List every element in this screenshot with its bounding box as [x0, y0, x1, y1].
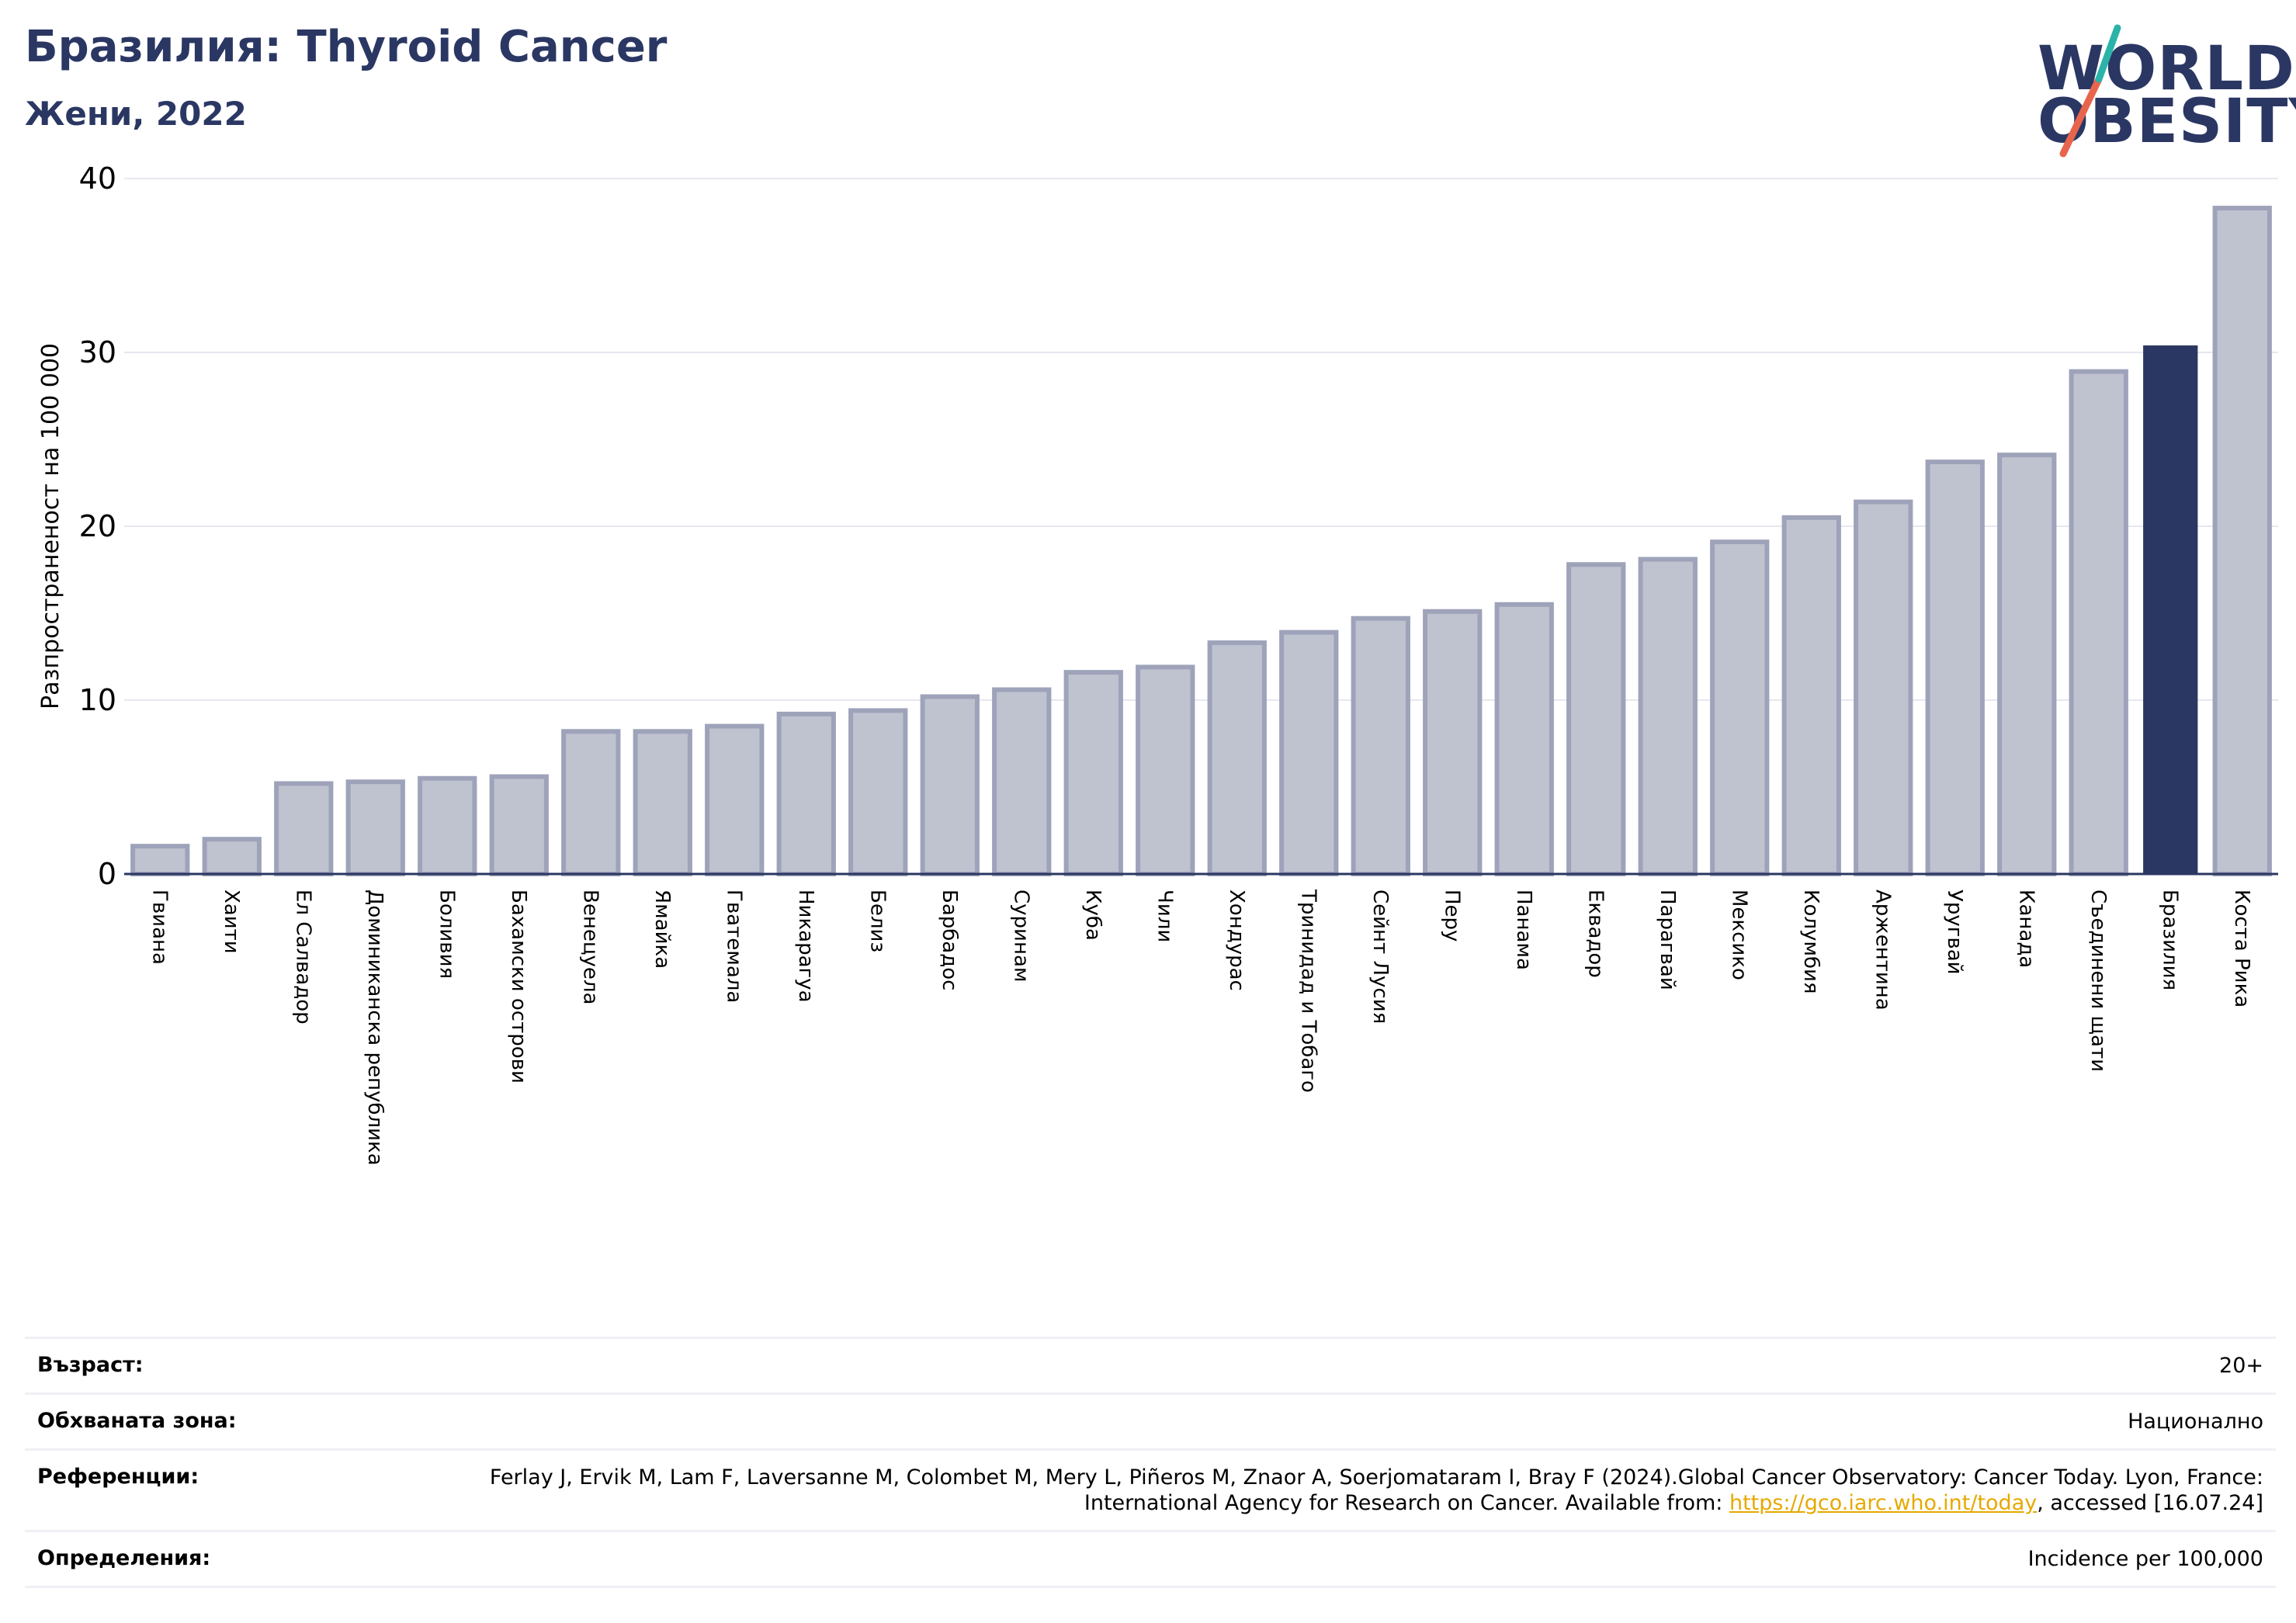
x-tick-label: Хондурас [1225, 890, 1248, 991]
bar [130, 844, 190, 877]
x-tick-label: Еквадор [1583, 890, 1607, 978]
info-label-references: Референции: [37, 1465, 199, 1489]
bar [418, 775, 477, 876]
info-value-definitions: Incidence per 100,000 [2027, 1547, 2263, 1571]
x-tick-label: Боливия [435, 890, 458, 979]
bar [561, 729, 621, 876]
bar [1423, 609, 1483, 876]
info-row-area: Обхваната зона: Национално [25, 1392, 2276, 1448]
x-tick-label: Сейнт Лусия [1368, 890, 1392, 1024]
x-tick-label: Гватемала [722, 890, 745, 1003]
logo-slash-teal [2095, 24, 2121, 83]
y-axis-label: Разпространеност на 100 000 [37, 343, 64, 709]
bar [345, 779, 405, 877]
x-tick-label: Ел Салвадор [291, 890, 314, 1025]
info-label-age: Възраст: [37, 1353, 144, 1377]
x-tick-label: Съединени щати [2086, 890, 2110, 1072]
x-tick-label: Мексико [1727, 890, 1750, 980]
bar [202, 837, 262, 876]
x-tick-label: Барбадос [938, 890, 961, 990]
logo-slash-orange [2059, 75, 2103, 158]
x-tick-label: Парагвай [1656, 890, 1679, 990]
bar [776, 711, 836, 876]
x-tick-label: Ямайка [650, 890, 674, 969]
x-tick-label: Колумбия [1799, 890, 1823, 994]
logo-line1: WORLD [2038, 34, 2295, 104]
x-tick-label: Никарагуа [794, 890, 817, 1003]
bar [848, 708, 908, 876]
x-tick-label: Уругвай [1943, 890, 1966, 975]
bar [705, 723, 765, 876]
info-value-age: 20+ [2219, 1354, 2263, 1378]
bar [1710, 539, 1770, 876]
info-row-references: Референции: Ferlay J, Ervik M, Lam F, La… [25, 1448, 2276, 1530]
x-tick-label: Суринам [1009, 890, 1032, 983]
y-tick-label: 0 [98, 857, 116, 891]
y-tick-label: 20 [79, 509, 116, 543]
bar [1136, 664, 1195, 876]
x-tick-label: Аржентина [1871, 890, 1894, 1011]
reference-text: Ferlay J, Ervik M, Lam F, Laversanne M, … [489, 1465, 2263, 1515]
bar [2212, 206, 2272, 876]
y-tick-label: 30 [79, 335, 116, 369]
x-tick-label: Тринидад и Тобаго [1296, 889, 1320, 1093]
chart-title: Бразилия: Thyroid Cancer [25, 22, 668, 72]
bar [1279, 629, 1339, 876]
x-tick-label: Чили [1153, 890, 1176, 942]
bar [274, 781, 334, 877]
bar [1566, 562, 1626, 877]
bar [992, 687, 1052, 876]
x-tick-label: Доминиканска република [363, 890, 387, 1166]
bar [1351, 616, 1410, 876]
info-row-age: Възраст: 20+ [25, 1337, 2276, 1392]
y-tick-label: 10 [79, 683, 116, 717]
x-tick-label: Куба [1081, 890, 1105, 941]
bar [1638, 557, 1698, 876]
x-tick-label: Венецуела [578, 890, 602, 1004]
bar [633, 729, 692, 876]
chart-subtitle: Жени, 2022 [25, 95, 247, 133]
bar-chart: 0 10 20 30 40 Разпространеност на 100 000 Гвиа… [37, 161, 2278, 1166]
reference-link[interactable]: https://gco.iarc.who.int/today [1729, 1491, 2038, 1515]
x-tick-label: Панама [1512, 890, 1535, 970]
info-table: Възраст: 20+ Обхваната зона: Национално … [25, 1337, 2276, 1588]
info-value-references: Ferlay J, Ervik M, Lam F, Laversanne M, … [362, 1465, 2263, 1516]
x-tick-label: Канада [2014, 890, 2038, 968]
bar [1925, 460, 1985, 876]
bar [1854, 499, 1913, 876]
bar [2069, 369, 2128, 876]
x-tick-label: Перу [1440, 890, 1463, 942]
x-tick-label: Бахамски острови [507, 890, 530, 1084]
world-obesity-logo: WORLD OBESITY [2018, 23, 2296, 163]
bar [1063, 670, 1123, 876]
info-label-area: Обхваната зона: [37, 1409, 237, 1433]
bar [1494, 602, 1554, 876]
x-tick-label: Хаити [220, 890, 243, 954]
x-tick-label: Бразилия [2158, 890, 2181, 990]
bar [489, 774, 549, 876]
bar [1781, 515, 1841, 876]
info-row-definitions: Определения: Incidence per 100,000 [25, 1530, 2276, 1588]
bar [1997, 453, 2057, 876]
y-tick-label: 40 [79, 161, 116, 196]
info-label-definitions: Определения: [37, 1546, 211, 1570]
info-value-area: Национално [2128, 1410, 2263, 1434]
bar [1207, 640, 1267, 877]
bar [2143, 345, 2198, 874]
x-tick-label: Коста Рика [2230, 890, 2253, 1007]
bar [920, 694, 980, 877]
x-tick-label: Гвиана [147, 890, 171, 965]
reference-suffix: , accessed [16.07.24] [2037, 1491, 2263, 1515]
logo-slash-icon [2059, 24, 2121, 158]
x-tick-label: Белиз [865, 890, 889, 952]
